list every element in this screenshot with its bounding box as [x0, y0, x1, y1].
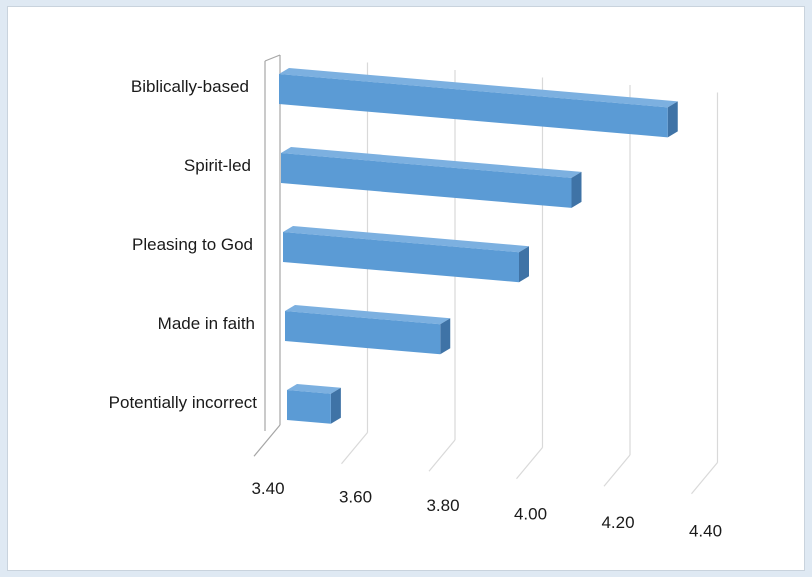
floor-line-4.00	[516, 447, 543, 480]
bar-front-face	[287, 390, 331, 424]
tick-label-4.40: 4.40	[689, 522, 722, 541]
bar-side-face	[667, 101, 678, 138]
bar-spirit-led	[281, 147, 582, 208]
bar-front-face	[279, 74, 668, 138]
bar-top-face	[279, 68, 678, 108]
bar-side-face	[440, 318, 451, 355]
floor-line-4.40	[691, 462, 718, 495]
bars	[279, 68, 678, 424]
bar-pleasing-to-god	[283, 226, 529, 283]
floor-line-3.60	[341, 432, 368, 465]
gridlines	[253, 54, 719, 495]
category-labels: Biblically-based Spirit-led Pleasing to Go…	[109, 77, 258, 412]
bar-made-in-faith	[285, 305, 451, 355]
tick-label-3.80: 3.80	[426, 496, 459, 515]
bar-side-face	[571, 171, 582, 208]
x-axis-tick-labels: 3.40 3.60 3.80 4.00 4.20 4.40	[251, 479, 722, 541]
category-label: Spirit-led	[184, 156, 251, 175]
tick-label-4.00: 4.00	[514, 505, 547, 524]
bar-top-face	[287, 384, 341, 394]
bar-front-face	[283, 232, 519, 283]
wall-top-edge	[264, 54, 281, 62]
bar-side-face	[330, 387, 341, 424]
bar-front-face	[281, 153, 572, 208]
category-label: Pleasing to God	[132, 235, 253, 254]
bar-top-face	[283, 226, 529, 253]
floor-line-3.80	[428, 439, 456, 472]
floor-line-4.20	[603, 454, 631, 487]
tick-label-4.20: 4.20	[601, 513, 634, 532]
tick-label-3.60: 3.60	[339, 488, 372, 507]
category-label: Potentially incorrect	[109, 393, 258, 412]
category-label: Made in faith	[158, 314, 255, 333]
floor-line-3.40	[253, 424, 281, 457]
bar-top-face	[285, 305, 451, 325]
category-label: Biblically-based	[131, 77, 249, 96]
bar-biblically-based	[279, 68, 678, 138]
tick-label-3.40: 3.40	[251, 479, 284, 498]
bar-potentially-incorrect	[287, 384, 341, 424]
bar-top-face	[281, 147, 582, 178]
bar-front-face	[285, 311, 441, 355]
bar-side-face	[519, 246, 529, 283]
